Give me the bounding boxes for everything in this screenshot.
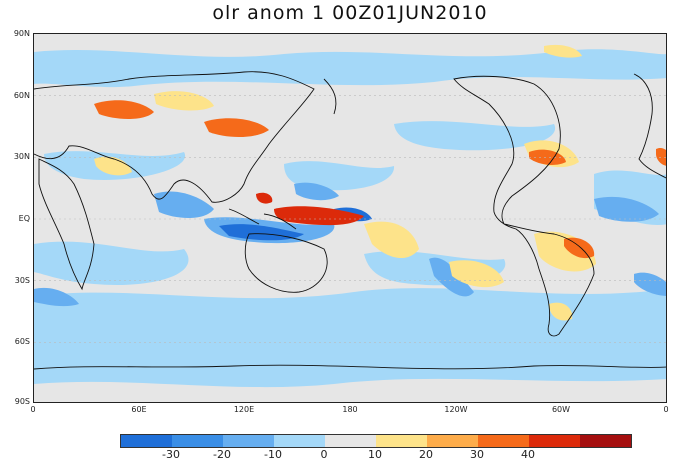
lon-label-60w: 60W (551, 405, 571, 414)
lat-label-60s: 60S (14, 337, 30, 346)
red-anomaly-regions (256, 192, 364, 226)
coastlines (34, 71, 666, 370)
lat-label-30n: 30N (13, 152, 30, 161)
lat-label-eq: EQ (18, 214, 30, 223)
colorbar-swatch-4 (325, 435, 376, 447)
lat-label-30s: 30S (14, 276, 30, 285)
lon-label-60e: 60E (131, 405, 147, 414)
lat-label-90n: 90N (13, 29, 30, 38)
colorbar-swatch-7 (478, 435, 529, 447)
colorbar-swatch-6 (427, 435, 478, 447)
colorbar-swatch-5 (376, 435, 427, 447)
colorbar (120, 434, 632, 448)
colorbar-swatch-9 (580, 435, 631, 447)
lat-label-60n: 60N (13, 91, 30, 100)
colorbar-label-neg30: -30 (162, 448, 180, 461)
colorbar-label-neg20: -20 (213, 448, 231, 461)
lon-label-120e: 120E (233, 405, 255, 414)
colorbar-label-20: 20 (419, 448, 433, 461)
lat-label-90s: 90S (14, 397, 30, 406)
lon-label-120w: 120W (444, 405, 468, 414)
colorbar-swatch-0 (121, 435, 172, 447)
colorbar-label-30: 30 (470, 448, 484, 461)
colorbar-label-0: 0 (320, 448, 328, 461)
colorbar-swatch-8 (529, 435, 580, 447)
colorbar-label-10: 10 (368, 448, 382, 461)
map-title: olr anom 1 00Z01JUN2010 (212, 2, 488, 24)
colorbar-label-neg10: -10 (264, 448, 282, 461)
lon-label-0-east: 0 (663, 405, 669, 414)
graticule (34, 95, 666, 343)
colorbar-swatch-3 (274, 435, 325, 447)
colorbar-swatch-1 (172, 435, 223, 447)
lon-label-180: 180 (342, 405, 358, 414)
colorbar-label-40: 40 (521, 448, 535, 461)
map-canvas (34, 34, 666, 402)
lon-label-0: 0 (30, 405, 36, 414)
olr-anomaly-map (33, 33, 667, 403)
colorbar-swatch-2 (223, 435, 274, 447)
